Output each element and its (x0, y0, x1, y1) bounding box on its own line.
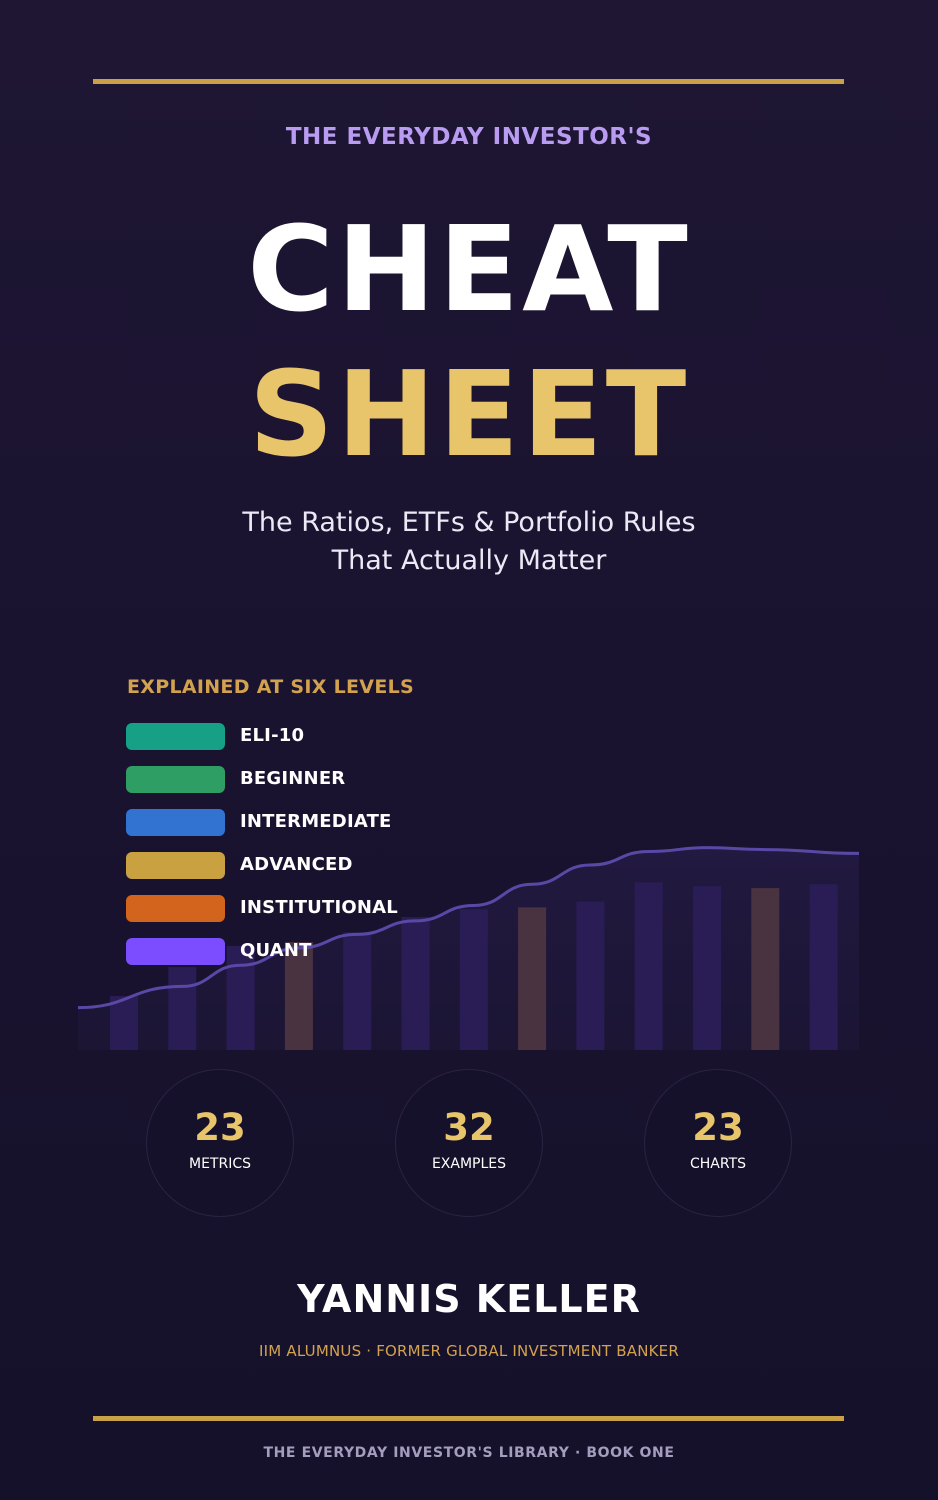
series-name: THE EVERYDAY INVESTOR'S (285, 124, 653, 150)
level-color-bar (126, 723, 225, 750)
level-color-bar (126, 809, 225, 836)
level-color-bar (126, 938, 225, 965)
level-label: INTERMEDIATE (240, 811, 392, 832)
level-advanced: ADVANCED (126, 852, 526, 879)
title-line-1: CHEAT (247, 200, 691, 338)
level-color-bar (126, 895, 225, 922)
chart-bar (284, 942, 313, 1050)
author-name: YANNIS KELLER (297, 1277, 641, 1321)
chart-bar (576, 901, 605, 1050)
stat-value: 23 (692, 1106, 744, 1149)
stat-label: METRICS (189, 1156, 251, 1172)
stat-label: EXAMPLES (431, 1156, 507, 1172)
level-intermediate: INTERMEDIATE (126, 809, 526, 836)
chart-bar (809, 884, 838, 1050)
level-institutional: INSTITUTIONAL (126, 895, 526, 922)
stat-metrics: 23 METRICS (146, 1069, 294, 1217)
chart-bar (110, 996, 138, 1050)
level-label: INSTITUTIONAL (240, 897, 398, 918)
stat-label: CHARTS (689, 1156, 747, 1172)
stat-value: 32 (443, 1106, 495, 1149)
stat-examples: 32 EXAMPLES (395, 1069, 543, 1217)
level-label: ELI-10 (240, 725, 305, 746)
level-color-bar (126, 766, 225, 793)
background-bar-chart (78, 846, 859, 1050)
level-label: QUANT (240, 940, 312, 961)
subtitle-line-2: That Actually Matter (331, 545, 607, 576)
levels-heading: EXPLAINED AT SIX LEVELS (127, 676, 414, 698)
stat-charts: 23 CHARTS (644, 1069, 792, 1217)
chart-bar (751, 888, 780, 1050)
level-label: ADVANCED (240, 854, 353, 875)
level-color-bar (126, 852, 225, 879)
chart-bar (343, 932, 372, 1050)
stat-value: 23 (194, 1106, 246, 1149)
chart-bar (401, 917, 430, 1050)
top-gold-rule (93, 79, 844, 84)
author-credentials: IIM ALUMNUS · FORMER GLOBAL INVESTMENT B… (259, 1342, 679, 1360)
level-label: BEGINNER (240, 768, 346, 789)
title-line-2: SHEET (248, 345, 690, 483)
level-quant: QUANT (126, 938, 526, 965)
level-beginner: BEGINNER (126, 766, 526, 793)
bottom-gold-rule (93, 1416, 844, 1421)
chart-bar (459, 909, 488, 1050)
chart-trend-line (78, 846, 859, 1010)
library-footer: THE EVERYDAY INVESTOR'S LIBRARY · BOOK O… (263, 1445, 675, 1461)
subtitle-line-1: The Ratios, ETFs & Portfolio Rules (242, 507, 696, 538)
chart-bar (693, 886, 721, 1050)
chart-bar (518, 907, 547, 1050)
level-eli10: ELI-10 (126, 723, 526, 750)
chart-bar (634, 882, 663, 1050)
chart-bar (168, 967, 197, 1050)
